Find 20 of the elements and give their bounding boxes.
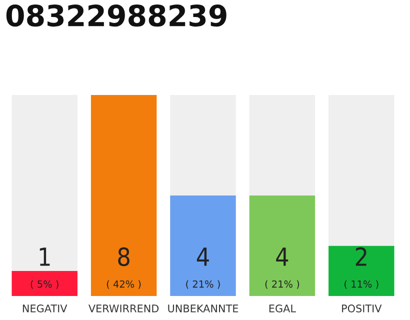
bar bbox=[328, 95, 394, 246]
bar bbox=[249, 196, 316, 296]
x-tick-label: UNBEKANNTE bbox=[168, 304, 238, 312]
data-label: 1 ( 5% ) bbox=[30, 248, 58, 289]
x-tick-label: NEGATIV bbox=[22, 304, 68, 312]
data-label: 8 ( 42% ) bbox=[106, 247, 141, 289]
bar bbox=[12, 95, 78, 271]
bar bbox=[328, 246, 394, 296]
data-label: 2 ( 11% ) bbox=[344, 247, 378, 289]
bar bbox=[170, 196, 236, 296]
chart-title: 08322988239 bbox=[6, 4, 226, 27]
x-tick-label: POSITIV bbox=[342, 304, 382, 312]
data-label: 4 ( 21% ) bbox=[186, 248, 220, 289]
bar bbox=[170, 95, 236, 196]
data-label: 4 ( 21% ) bbox=[265, 248, 300, 289]
bar bbox=[249, 95, 316, 196]
x-tick-label: VERWIRREND bbox=[88, 304, 159, 312]
x-tick-label: EGAL bbox=[269, 304, 296, 312]
bar bbox=[12, 270, 78, 296]
bar bbox=[90, 95, 157, 296]
